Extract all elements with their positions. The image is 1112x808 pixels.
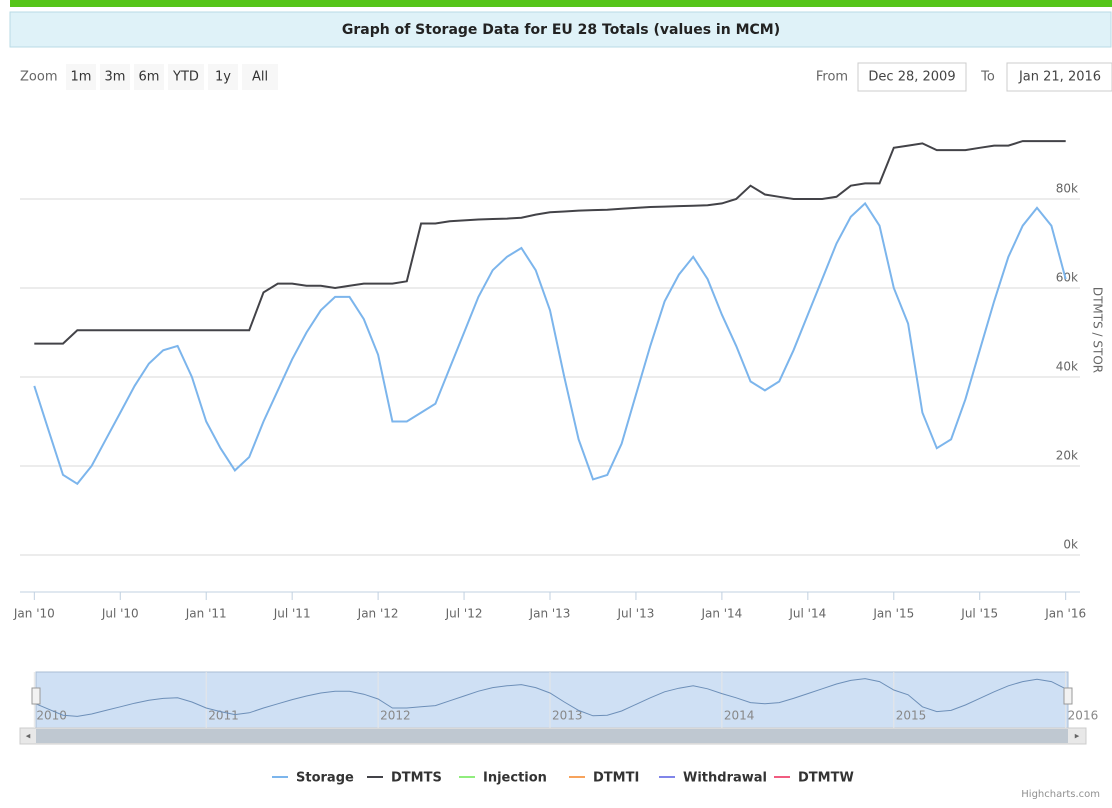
legend-label[interactable]: DTMTW bbox=[798, 771, 854, 786]
zoom-button[interactable] bbox=[100, 64, 130, 90]
scrollbar-thumb[interactable] bbox=[36, 729, 1068, 743]
series-line bbox=[34, 140, 1066, 345]
from-input[interactable] bbox=[857, 62, 967, 92]
zoom-button-label[interactable]: YTD bbox=[172, 70, 199, 85]
navigator-handle[interactable] bbox=[31, 687, 41, 705]
legend-label[interactable]: Storage bbox=[296, 771, 354, 786]
y-tick-label: 80k bbox=[1056, 182, 1078, 196]
y-tick-label: 20k bbox=[1056, 449, 1078, 463]
navigator-handle[interactable] bbox=[1063, 687, 1073, 705]
x-tick-label: Jan '11 bbox=[185, 607, 227, 621]
zoom-button[interactable] bbox=[208, 64, 238, 90]
x-tick-label: Jan '14 bbox=[700, 607, 742, 621]
zoom-button-label[interactable]: 1y bbox=[215, 70, 231, 85]
navigator-tick-label: 2013 bbox=[552, 709, 583, 723]
x-tick-label: Jul '14 bbox=[788, 607, 826, 621]
legend-label[interactable]: Withdrawal bbox=[683, 771, 767, 786]
legend-label[interactable]: Injection bbox=[483, 771, 547, 786]
navigator-tick-label: 2016 bbox=[1068, 709, 1099, 723]
series-line bbox=[33, 201, 1067, 486]
navigator-tick-label: 2014 bbox=[724, 709, 755, 723]
top-bar bbox=[10, 0, 1112, 7]
x-tick-label: Jan '10 bbox=[13, 607, 55, 621]
title-bar bbox=[9, 11, 1112, 48]
y-tick-label: 0k bbox=[1063, 538, 1078, 552]
navigator-tick-label: 2015 bbox=[896, 709, 927, 723]
to-label: To bbox=[980, 70, 995, 85]
navigator-line bbox=[34, 678, 1066, 717]
navigator-tick-label: 2012 bbox=[380, 709, 411, 723]
credit[interactable]: Highcharts.com bbox=[1021, 789, 1100, 800]
scroll-left[interactable]: ◂ bbox=[26, 732, 31, 742]
zoom-button[interactable] bbox=[66, 64, 96, 90]
y-tick-label: 40k bbox=[1056, 360, 1078, 374]
y-axis-title: DTMTS / STOR bbox=[1091, 287, 1105, 373]
zoom-button-label[interactable]: All bbox=[252, 70, 268, 85]
navigator-mask[interactable] bbox=[35, 671, 1069, 729]
zoom-label: Zoom bbox=[20, 70, 57, 85]
x-tick-label: Jan '15 bbox=[872, 607, 914, 621]
zoom-button-label[interactable]: 3m bbox=[105, 70, 126, 85]
scroll-right[interactable]: ▸ bbox=[1075, 732, 1080, 742]
y-tick-label: 60k bbox=[1056, 271, 1078, 285]
zoom-button-label[interactable]: 1m bbox=[71, 70, 92, 85]
to-input[interactable] bbox=[1006, 62, 1112, 92]
x-tick-label: Jan '12 bbox=[357, 607, 399, 621]
navigator-tick-label: 2010 bbox=[36, 709, 67, 723]
x-tick-label: Jan '16 bbox=[1044, 607, 1086, 621]
from-label: From bbox=[816, 70, 848, 85]
x-tick-label: Jul '15 bbox=[960, 607, 998, 621]
legend-label[interactable]: DTMTS bbox=[391, 771, 442, 786]
x-tick-label: Jul '13 bbox=[617, 607, 655, 621]
navigator-tick-label: 2011 bbox=[208, 709, 239, 723]
x-tick-label: Jan '13 bbox=[529, 607, 571, 621]
chart-title: Graph of Storage Data for EU 28 Totals (… bbox=[342, 22, 780, 38]
x-tick-label: Jul '11 bbox=[273, 607, 311, 621]
to-value[interactable]: Jan 21, 2016 bbox=[1018, 70, 1101, 85]
zoom-button[interactable] bbox=[168, 64, 204, 90]
zoom-button-label[interactable]: 6m bbox=[139, 70, 160, 85]
x-tick-label: Jul '12 bbox=[445, 607, 483, 621]
legend-label[interactable]: DTMTI bbox=[593, 771, 639, 786]
zoom-button[interactable] bbox=[134, 64, 164, 90]
zoom-button[interactable] bbox=[242, 64, 278, 90]
from-value[interactable]: Dec 28, 2009 bbox=[868, 70, 955, 85]
x-tick-label: Jul '10 bbox=[101, 607, 139, 621]
